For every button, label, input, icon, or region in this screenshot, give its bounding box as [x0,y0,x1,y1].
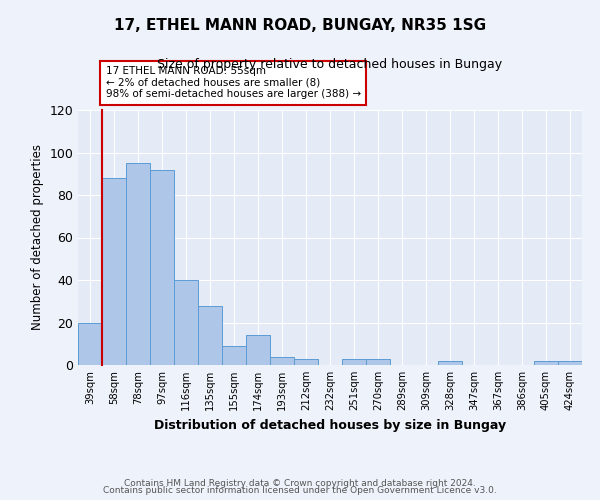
Text: 17, ETHEL MANN ROAD, BUNGAY, NR35 1SG: 17, ETHEL MANN ROAD, BUNGAY, NR35 1SG [114,18,486,32]
Bar [174,280,198,365]
X-axis label: Distribution of detached houses by size in Bungay: Distribution of detached houses by size … [154,418,506,432]
Title: Size of property relative to detached houses in Bungay: Size of property relative to detached ho… [157,58,503,71]
Bar [246,335,270,365]
Text: 17 ETHEL MANN ROAD: 55sqm
← 2% of detached houses are smaller (8)
98% of semi-de: 17 ETHEL MANN ROAD: 55sqm ← 2% of detach… [106,66,361,100]
Text: Contains public sector information licensed under the Open Government Licence v3: Contains public sector information licen… [103,486,497,495]
Bar [78,322,102,365]
Bar [126,163,150,365]
Bar [342,358,366,365]
Text: Contains HM Land Registry data © Crown copyright and database right 2024.: Contains HM Land Registry data © Crown c… [124,478,476,488]
Bar [558,361,582,365]
Bar [294,358,318,365]
Y-axis label: Number of detached properties: Number of detached properties [31,144,44,330]
Bar [102,178,126,365]
Bar [222,346,246,365]
Bar [270,356,294,365]
Bar [438,361,462,365]
Bar [150,170,174,365]
Bar [198,306,222,365]
Bar [534,361,558,365]
Bar [366,358,390,365]
